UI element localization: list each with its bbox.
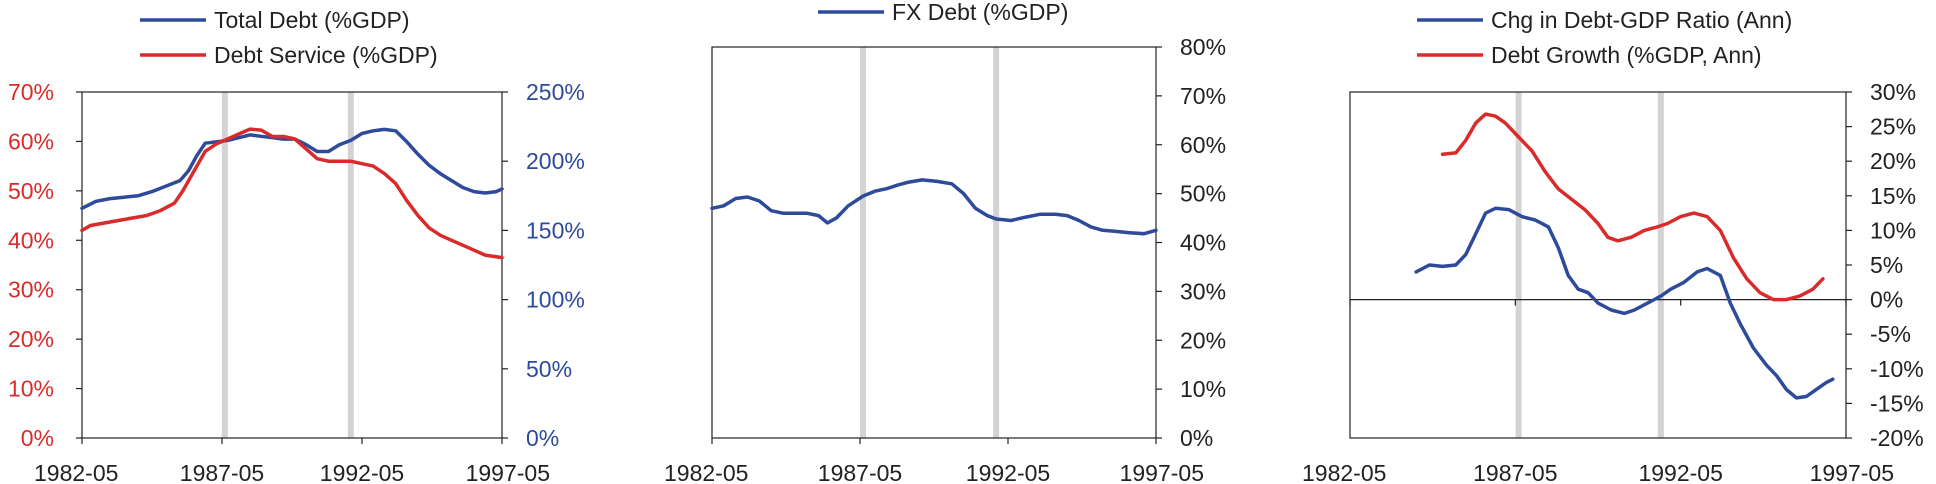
- y-left-tick-label: 30%: [8, 277, 54, 303]
- y-right-tick-label: 70%: [1180, 83, 1226, 109]
- legend-entry-1: Chg in Debt-GDP Ratio (Ann): [1417, 7, 1792, 33]
- series-line-1: [710, 178, 1158, 236]
- y-right-tick-label: 10%: [1180, 376, 1226, 402]
- y-right-tick-label: 15%: [1870, 183, 1916, 209]
- x-tick-label: 1987-05: [1473, 460, 1557, 484]
- series-line-2: [1440, 112, 1825, 302]
- y-left-tick-label: 0%: [21, 425, 54, 451]
- x-tick-label: 1992-05: [1638, 460, 1722, 484]
- y-right-tick-label: 250%: [526, 79, 585, 105]
- series-line-2: [80, 127, 504, 260]
- x-tick-label: 1997-05: [1120, 460, 1204, 484]
- legend-entry-2: Debt Service (%GDP): [140, 42, 438, 68]
- shaded-band: [1515, 92, 1522, 438]
- x-tick-label: 1982-05: [664, 460, 748, 484]
- plot-frame: [1349, 91, 1847, 439]
- y-right-tick-label: 25%: [1870, 114, 1916, 140]
- y-left-tick-label: 10%: [8, 376, 54, 402]
- shaded-band: [993, 47, 1000, 438]
- y-left-tick-label: 50%: [8, 178, 54, 204]
- y-right-tick-label: 150%: [526, 217, 585, 243]
- shaded-band: [347, 92, 354, 438]
- y-right-tick-label: 100%: [526, 287, 585, 313]
- y-right-tick-label: 0%: [526, 425, 559, 451]
- legend-entry-1: Total Debt (%GDP): [140, 7, 410, 33]
- y-right-tick-label: 30%: [1870, 79, 1916, 105]
- y-right-tick-label: -15%: [1870, 390, 1924, 416]
- x-tick-label: 1987-05: [818, 460, 902, 484]
- chart-2: 1982-05 1987-05 1992-05 1997-05 0% 10% 20% 30% 4…: [664, 0, 1226, 484]
- chart-3: 1982-05 1987-05 1992-05 1997-05 -20% -15% -10%…: [1302, 7, 1924, 484]
- y-right-tick-label: 20%: [1180, 327, 1226, 353]
- series-line-1: [80, 127, 504, 211]
- y-right-tick-label: 5%: [1870, 252, 1903, 278]
- y-right-tick-label: 0%: [1180, 425, 1213, 451]
- legend-label: Chg in Debt-GDP Ratio (Ann): [1491, 7, 1792, 33]
- legend-entry-2: Debt Growth (%GDP, Ann): [1417, 42, 1762, 68]
- y-right-tick-label: 200%: [526, 148, 585, 174]
- y-right-tick-label: 30%: [1180, 278, 1226, 304]
- y-right-tick-label: 60%: [1180, 132, 1226, 158]
- y-right-tick-label: 20%: [1870, 148, 1916, 174]
- y-left-tick-label: 40%: [8, 227, 54, 253]
- x-tick-label: 1992-05: [966, 460, 1050, 484]
- legend-label: Debt Growth (%GDP, Ann): [1491, 42, 1762, 68]
- shaded-band: [859, 47, 866, 438]
- y-left-tick-label: 20%: [8, 326, 54, 352]
- y-right-tick-label: 0%: [1870, 287, 1903, 313]
- x-tick-label: 1987-05: [180, 460, 264, 484]
- plot-frame: [81, 91, 503, 439]
- legend-label: Debt Service (%GDP): [214, 42, 438, 68]
- x-tick-label: 1982-05: [34, 460, 118, 484]
- x-tick-label: 1997-05: [466, 460, 550, 484]
- y-right-tick-label: -20%: [1870, 425, 1924, 451]
- y-right-tick-label: 50%: [1180, 181, 1226, 207]
- y-right-tick-label: 80%: [1180, 34, 1226, 60]
- chart-1: 1982-05 1987-05 1992-05 1997-05 0% 10% 20% 30% 4…: [8, 7, 585, 484]
- y-right-tick-label: -5%: [1870, 321, 1911, 347]
- y-right-tick-label: -10%: [1870, 356, 1924, 382]
- series-line-1: [1414, 206, 1835, 400]
- y-left-tick-label: 70%: [8, 79, 54, 105]
- y-right-tick-label: 10%: [1870, 217, 1916, 243]
- plot-frame: [711, 46, 1157, 439]
- x-tick-label: 1997-05: [1810, 460, 1894, 484]
- x-tick-label: 1992-05: [320, 460, 404, 484]
- y-right-tick-label: 40%: [1180, 230, 1226, 256]
- shaded-band: [221, 92, 228, 438]
- legend-entry-1: FX Debt (%GDP): [818, 0, 1068, 25]
- legend-label: FX Debt (%GDP): [892, 0, 1068, 25]
- y-right-tick-label: 50%: [526, 356, 572, 382]
- y-left-tick-label: 60%: [8, 128, 54, 154]
- x-tick-label: 1982-05: [1302, 460, 1386, 484]
- shaded-band: [1657, 92, 1664, 438]
- legend-label: Total Debt (%GDP): [214, 7, 410, 33]
